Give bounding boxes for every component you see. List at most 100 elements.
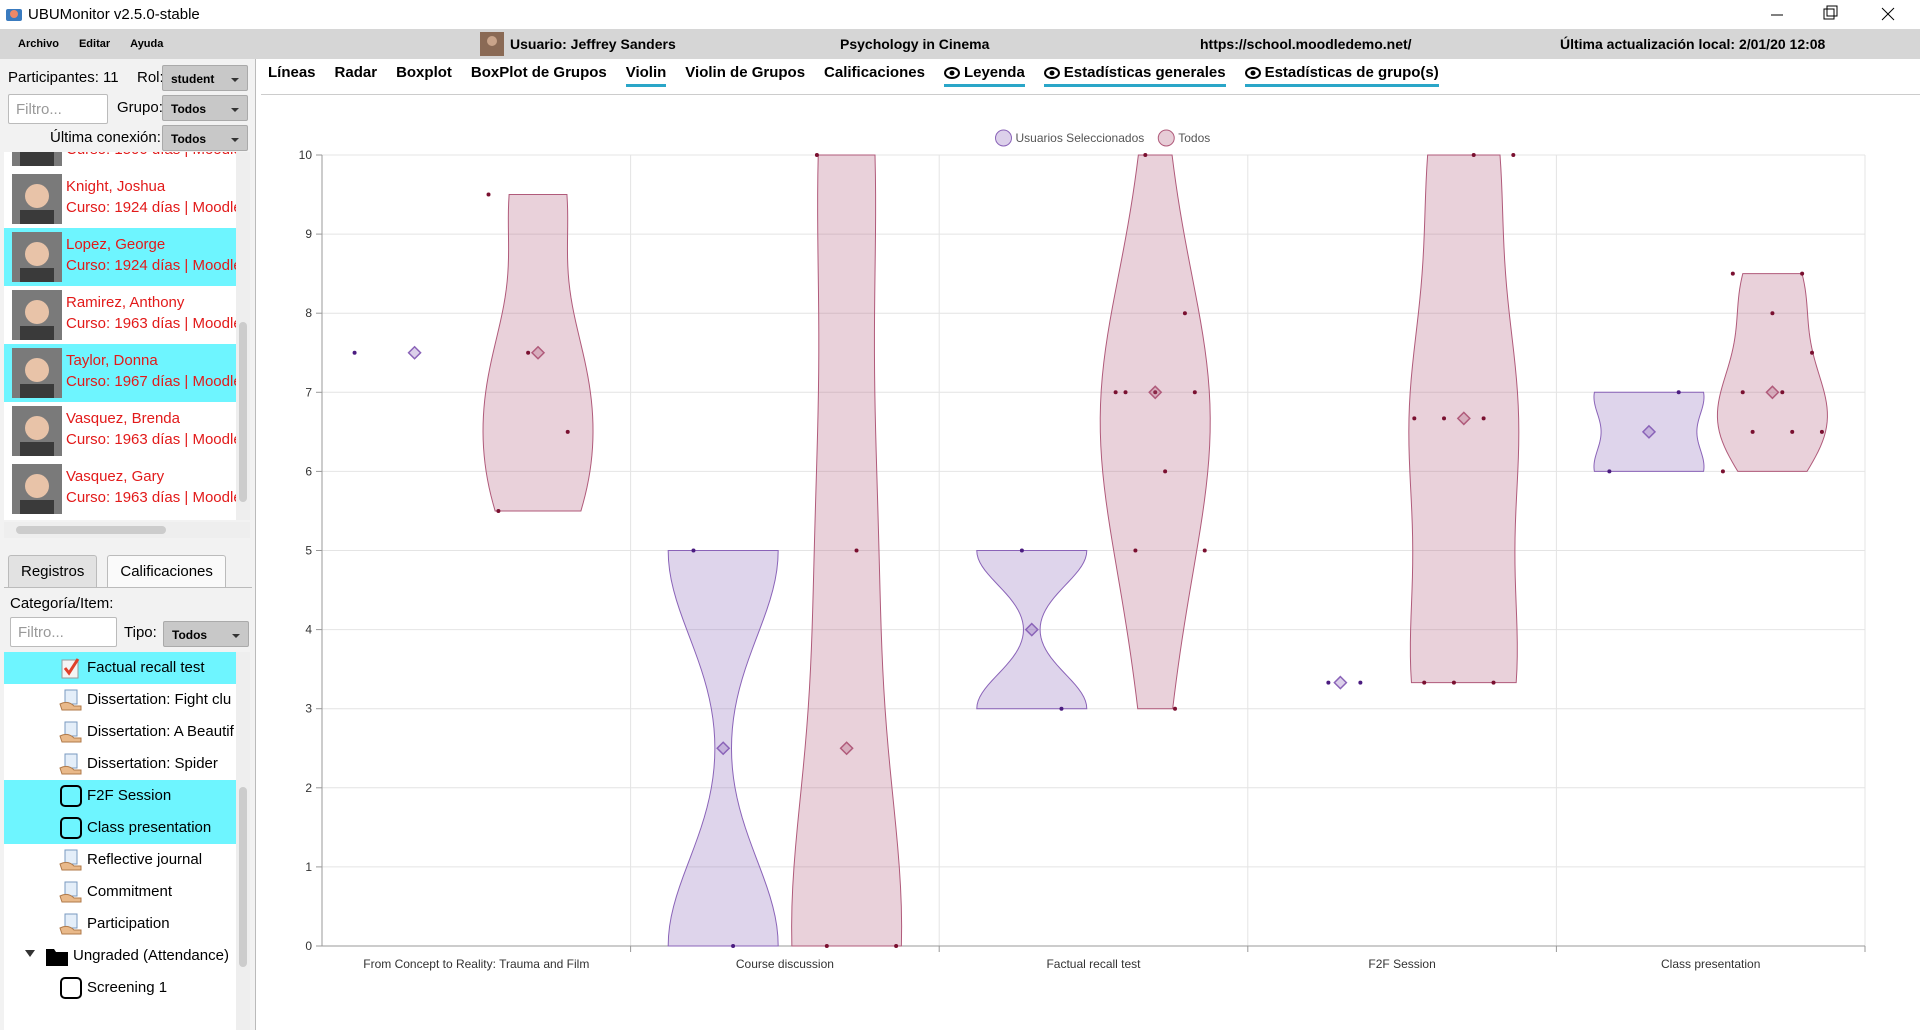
data-point — [1451, 680, 1456, 685]
data-point — [1676, 390, 1681, 395]
tree-row[interactable]: Factual recall test — [4, 652, 236, 684]
last-access-combo[interactable]: Todos — [162, 125, 248, 151]
user-name: Taylor, Donna — [66, 352, 158, 369]
tab-label: Violin de Grupos — [685, 64, 806, 81]
chart-tab[interactable]: Violin — [625, 64, 667, 87]
avatar-body — [20, 384, 54, 398]
user-course: Curso: 1963 días | Moodle — [66, 315, 236, 332]
user-row[interactable]: Vasquez, Gary Curso: 1963 días | Moodle — [4, 460, 236, 518]
y-tick-label: 9 — [305, 227, 312, 241]
chart-tab[interactable]: Estadísticas de grupo(s) — [1244, 64, 1439, 87]
participant-filter[interactable]: Filtro... — [8, 94, 108, 124]
header-bar: Archivo Editar Ayuda Usuario: Jeffrey Sand… — [0, 29, 1920, 59]
user-course: Curso: 1963 días | Moodle — [66, 431, 236, 448]
tree-label: Reflective journal — [87, 851, 203, 868]
chart-tab[interactable]: BoxPlot de Grupos — [471, 64, 607, 87]
tree-row[interactable]: Participation — [4, 908, 236, 940]
data-point — [1790, 429, 1795, 434]
tree-row[interactable]: F2F Session — [4, 780, 236, 812]
user-hscrollbar[interactable] — [4, 522, 250, 538]
user-row[interactable]: Knight, Joshua Curso: 1924 días | Moodle — [4, 170, 236, 228]
tree-row[interactable]: Commitment — [4, 876, 236, 908]
tree-row[interactable]: Dissertation: Spider — [4, 748, 236, 780]
x-tick-label: Class presentation — [1661, 957, 1760, 971]
menu-item[interactable]: Ayuda — [130, 38, 164, 50]
user-scrollbar[interactable] — [236, 152, 250, 520]
tree-row[interactable]: Dissertation: Fight clu — [4, 684, 236, 716]
group-combo[interactable]: Todos — [162, 95, 248, 121]
legend-label: Todos — [1178, 131, 1210, 145]
y-tick-label: 0 — [305, 939, 312, 953]
user-name: Lopez, George — [66, 236, 166, 253]
assign-paper — [64, 881, 78, 897]
menu-item[interactable]: Editar — [78, 38, 111, 50]
user-row[interactable]: Curso: 1500 días | Moodle — [4, 152, 236, 170]
chart-tab[interactable]: Estadísticas generales — [1043, 64, 1226, 87]
app-icon — [6, 9, 22, 21]
chart-tab[interactable]: Leyenda — [943, 64, 1025, 87]
tree-label: Participation — [87, 915, 170, 932]
user-avatar — [12, 406, 62, 456]
chart-tab[interactable]: Violin de Grupos — [685, 64, 805, 87]
window-controls[interactable] — [1760, 0, 1920, 29]
tree-row[interactable]: Ungraded (Attendance) — [4, 940, 236, 972]
user-row[interactable]: Taylor, Donna Curso: 1967 días | Moodle — [4, 344, 236, 402]
center-marker — [839, 741, 854, 756]
tree-row[interactable]: Class presentation — [4, 812, 236, 844]
data-point — [1800, 271, 1805, 276]
tab-label: Estadísticas generales — [1063, 64, 1226, 81]
menu-item[interactable]: Archivo — [18, 38, 59, 50]
x-tick-label: From Concept to Reality: Trauma and Film — [363, 957, 589, 971]
eye-icon — [1043, 66, 1060, 79]
tree-icon — [59, 849, 82, 871]
data-point — [731, 944, 736, 948]
center-marker — [716, 741, 731, 756]
user-row[interactable]: Lopez, George Curso: 1924 días | Moodle — [4, 228, 236, 286]
center-marker — [1765, 385, 1780, 400]
violin-chart: 0 1 2 3 4 5 6 7 8 9 10 From Concept to Reality: Tra… — [299, 129, 1866, 971]
avatar-face — [25, 358, 49, 382]
user-name: Vasquez, Brenda — [66, 410, 180, 427]
sidebar: Participantes: 11 Rol: student Filtro...… — [0, 59, 256, 1030]
user-avatar — [12, 464, 62, 514]
data-point — [1326, 680, 1331, 685]
grade-tab[interactable]: Registros — [8, 555, 98, 587]
chart-panel: 0 1 2 3 4 5 6 7 8 9 10 From Concept to Reality: Tra… — [261, 94, 1920, 1030]
data-point — [1143, 153, 1148, 157]
grade-scrollbar[interactable] — [236, 652, 250, 1030]
user-row[interactable]: Vasquez, Brenda Curso: 1963 días | Moodle — [4, 402, 236, 460]
data-point — [1511, 153, 1516, 157]
grade-tab[interactable]: Calificaciones — [107, 555, 226, 587]
role-combo[interactable]: student — [162, 65, 248, 91]
grade-tabs: Registros Calificaciones — [8, 555, 226, 587]
quiz-check — [63, 658, 80, 676]
avatar-face — [25, 184, 49, 208]
data-point — [1202, 548, 1207, 553]
chart-tab[interactable]: Boxplot — [396, 64, 452, 87]
y-tick-label: 2 — [305, 781, 312, 795]
legend-swatch — [995, 129, 1012, 147]
tree-row[interactable]: Screening 1 — [4, 972, 236, 1004]
grade-filter[interactable]: Filtro... — [10, 617, 117, 647]
center-marker — [530, 345, 546, 360]
center-marker — [407, 345, 422, 360]
user-row[interactable]: Ramirez, Anthony Curso: 1963 días | Moodl… — [4, 286, 236, 344]
center-marker — [1024, 622, 1039, 637]
tree-row[interactable]: Dissertation: A Beautif — [4, 716, 236, 748]
data-point — [1358, 680, 1363, 685]
user-avatar — [12, 152, 62, 166]
data-point — [1442, 416, 1447, 421]
assign-hand — [59, 861, 82, 871]
assign-paper — [64, 849, 78, 865]
chart-tabs: Líneas Radar Boxplot BoxPlot de Grupos Violi… — [268, 64, 1439, 87]
chart-tab[interactable]: Calificaciones — [824, 64, 925, 87]
user-name: Vasquez, Gary — [66, 468, 165, 485]
tree-row[interactable]: Reflective journal — [4, 844, 236, 876]
host-label: https://school.moodledemo.net/ — [1200, 36, 1412, 52]
assign-hand — [59, 701, 82, 711]
chart-tab[interactable]: Radar — [335, 64, 378, 87]
tree-icon — [60, 785, 82, 807]
chart-tab[interactable]: Líneas — [268, 64, 316, 87]
user-avatar — [12, 174, 62, 224]
type-combo[interactable]: Todos — [163, 621, 249, 647]
